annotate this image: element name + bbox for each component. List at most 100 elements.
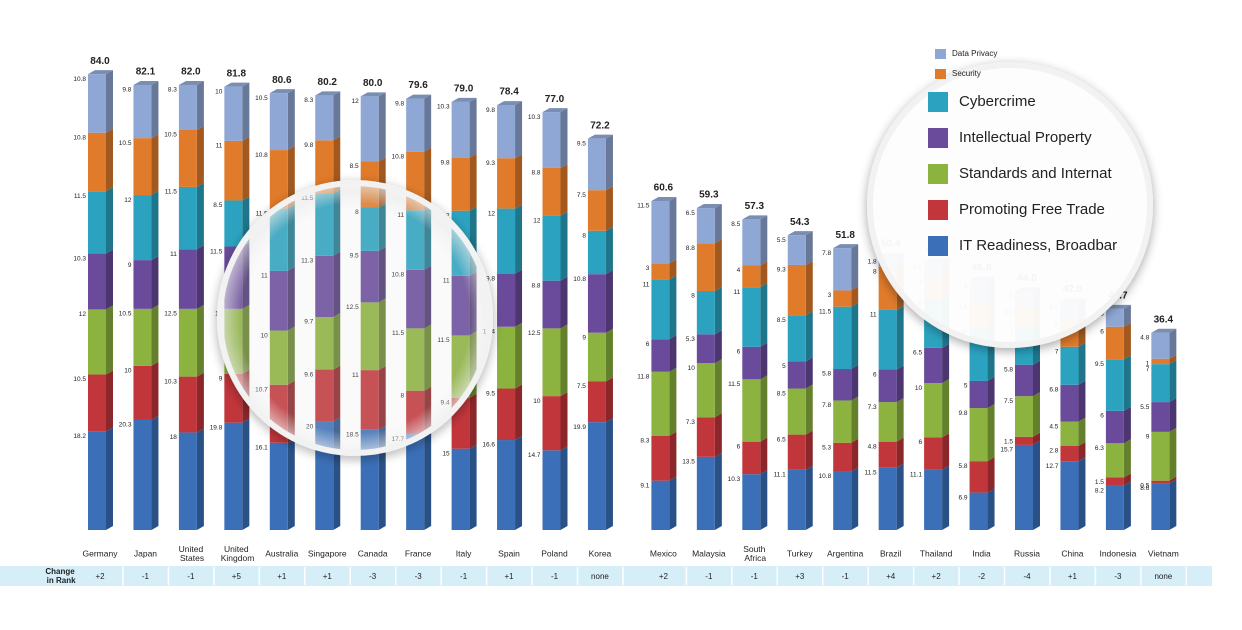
bar-side bbox=[669, 367, 677, 436]
bar-segment bbox=[924, 437, 943, 470]
bar-side bbox=[896, 398, 904, 442]
segment-label: 5.8 bbox=[822, 371, 831, 378]
segment-label: 9.3 bbox=[486, 160, 495, 167]
segment-label: 10.5 bbox=[255, 95, 268, 102]
bar-side bbox=[515, 436, 523, 530]
bar-segment bbox=[924, 347, 943, 384]
bar-segment bbox=[969, 492, 988, 530]
segment-label: 13.5 bbox=[682, 459, 695, 466]
bar-segment bbox=[178, 376, 197, 433]
bar-segment bbox=[878, 309, 897, 370]
bar-segment bbox=[451, 101, 470, 158]
segment-label: 5.8 bbox=[959, 463, 968, 470]
segment-label: 10.3 bbox=[164, 378, 177, 385]
segment-label: 11.5 bbox=[728, 381, 741, 388]
x-tick-label: Turkey bbox=[787, 548, 813, 558]
bar-side bbox=[605, 377, 613, 423]
legend-label: Data Privacy bbox=[952, 49, 997, 58]
segment-label: 12.7 bbox=[1046, 463, 1059, 470]
segment-label: 11.1 bbox=[774, 472, 787, 479]
segment-label: 6.5 bbox=[777, 436, 786, 443]
segment-label: 10.8 bbox=[391, 153, 404, 160]
segment-label: 9.5 bbox=[1095, 361, 1104, 368]
segment-label: 7.3 bbox=[868, 404, 877, 411]
segment-label: 8.3 bbox=[640, 437, 649, 444]
bar-segment bbox=[587, 332, 606, 382]
segment-label: 8.8 bbox=[686, 245, 695, 252]
segment-label: 9.8 bbox=[959, 410, 968, 417]
bar-side bbox=[851, 467, 859, 530]
total-label: 80.0 bbox=[363, 78, 383, 89]
bar-segment bbox=[587, 138, 606, 191]
bar-side bbox=[669, 275, 677, 340]
rank-change: none bbox=[1154, 572, 1172, 581]
bar-side bbox=[669, 197, 677, 264]
bar-segment bbox=[924, 383, 943, 438]
bar-side bbox=[851, 244, 859, 291]
segment-label: 15.7 bbox=[1000, 447, 1013, 454]
bar-side bbox=[515, 204, 523, 274]
bar-segment bbox=[587, 381, 606, 423]
bar-segment bbox=[542, 328, 561, 397]
bar-side bbox=[196, 304, 204, 377]
bar-segment bbox=[651, 371, 670, 436]
bar-segment bbox=[651, 263, 670, 280]
bar-segment bbox=[1105, 443, 1124, 478]
bar-side bbox=[424, 147, 432, 211]
bar-side bbox=[896, 437, 904, 468]
segment-label: 10 bbox=[915, 385, 923, 392]
x-tick-label: Japan bbox=[134, 548, 157, 558]
bar-segment bbox=[406, 434, 425, 530]
bar-segment bbox=[833, 306, 852, 370]
segment-label: 5.3 bbox=[822, 444, 831, 451]
bar-segment bbox=[742, 219, 761, 266]
bar-segment bbox=[833, 369, 852, 401]
bar-segment bbox=[133, 138, 152, 196]
bar-side bbox=[1123, 322, 1131, 360]
bar-segment bbox=[451, 448, 470, 530]
x-tick-label: Germany bbox=[83, 548, 119, 558]
segment-label: 19.9 bbox=[573, 424, 586, 431]
segment-label: 8.6 bbox=[1140, 485, 1149, 492]
segment-label: 7.8 bbox=[822, 402, 831, 409]
x-tick-label: United States bbox=[178, 544, 204, 563]
bar-segment bbox=[1151, 480, 1170, 484]
rank-change: -3 bbox=[369, 572, 377, 581]
bar-top bbox=[133, 81, 159, 86]
segment-label: 6.3 bbox=[1095, 445, 1104, 452]
bar-side bbox=[851, 302, 859, 370]
bar-segment bbox=[497, 208, 516, 274]
segment-label: 10.3 bbox=[728, 476, 741, 483]
segment-label: 11.8 bbox=[637, 373, 650, 380]
bar-top bbox=[88, 70, 113, 75]
bar-top bbox=[269, 89, 295, 94]
rank-change: +2 bbox=[95, 572, 105, 581]
bar-segment bbox=[133, 85, 152, 139]
bar-side bbox=[760, 215, 768, 266]
bar-segment bbox=[451, 157, 470, 211]
bar-segment bbox=[1060, 346, 1079, 385]
segment-label: 10 bbox=[124, 367, 132, 374]
bar-side bbox=[760, 437, 768, 475]
x-tick-label: Thailand bbox=[920, 548, 953, 558]
bar-segment bbox=[360, 96, 379, 162]
segment-label: 9.8 bbox=[486, 107, 495, 114]
bar-side bbox=[1169, 354, 1177, 365]
segment-label: 10.8 bbox=[73, 76, 86, 83]
bar-side bbox=[1169, 398, 1177, 432]
bar-segment bbox=[742, 379, 761, 442]
bar-side bbox=[760, 342, 768, 380]
bar-side bbox=[1078, 417, 1086, 446]
bar-segment bbox=[542, 215, 561, 281]
bar-segment bbox=[1105, 359, 1124, 411]
bar-side bbox=[196, 428, 204, 530]
bar-side bbox=[760, 283, 768, 347]
bar-segment bbox=[587, 422, 606, 530]
segment-label: 3 bbox=[646, 265, 650, 272]
bar-segment bbox=[1151, 358, 1170, 365]
bar-segment bbox=[269, 442, 288, 530]
bar-segment bbox=[651, 480, 670, 530]
bar-segment bbox=[1151, 402, 1170, 432]
bar-side bbox=[378, 92, 386, 162]
bar-segment bbox=[178, 249, 197, 309]
